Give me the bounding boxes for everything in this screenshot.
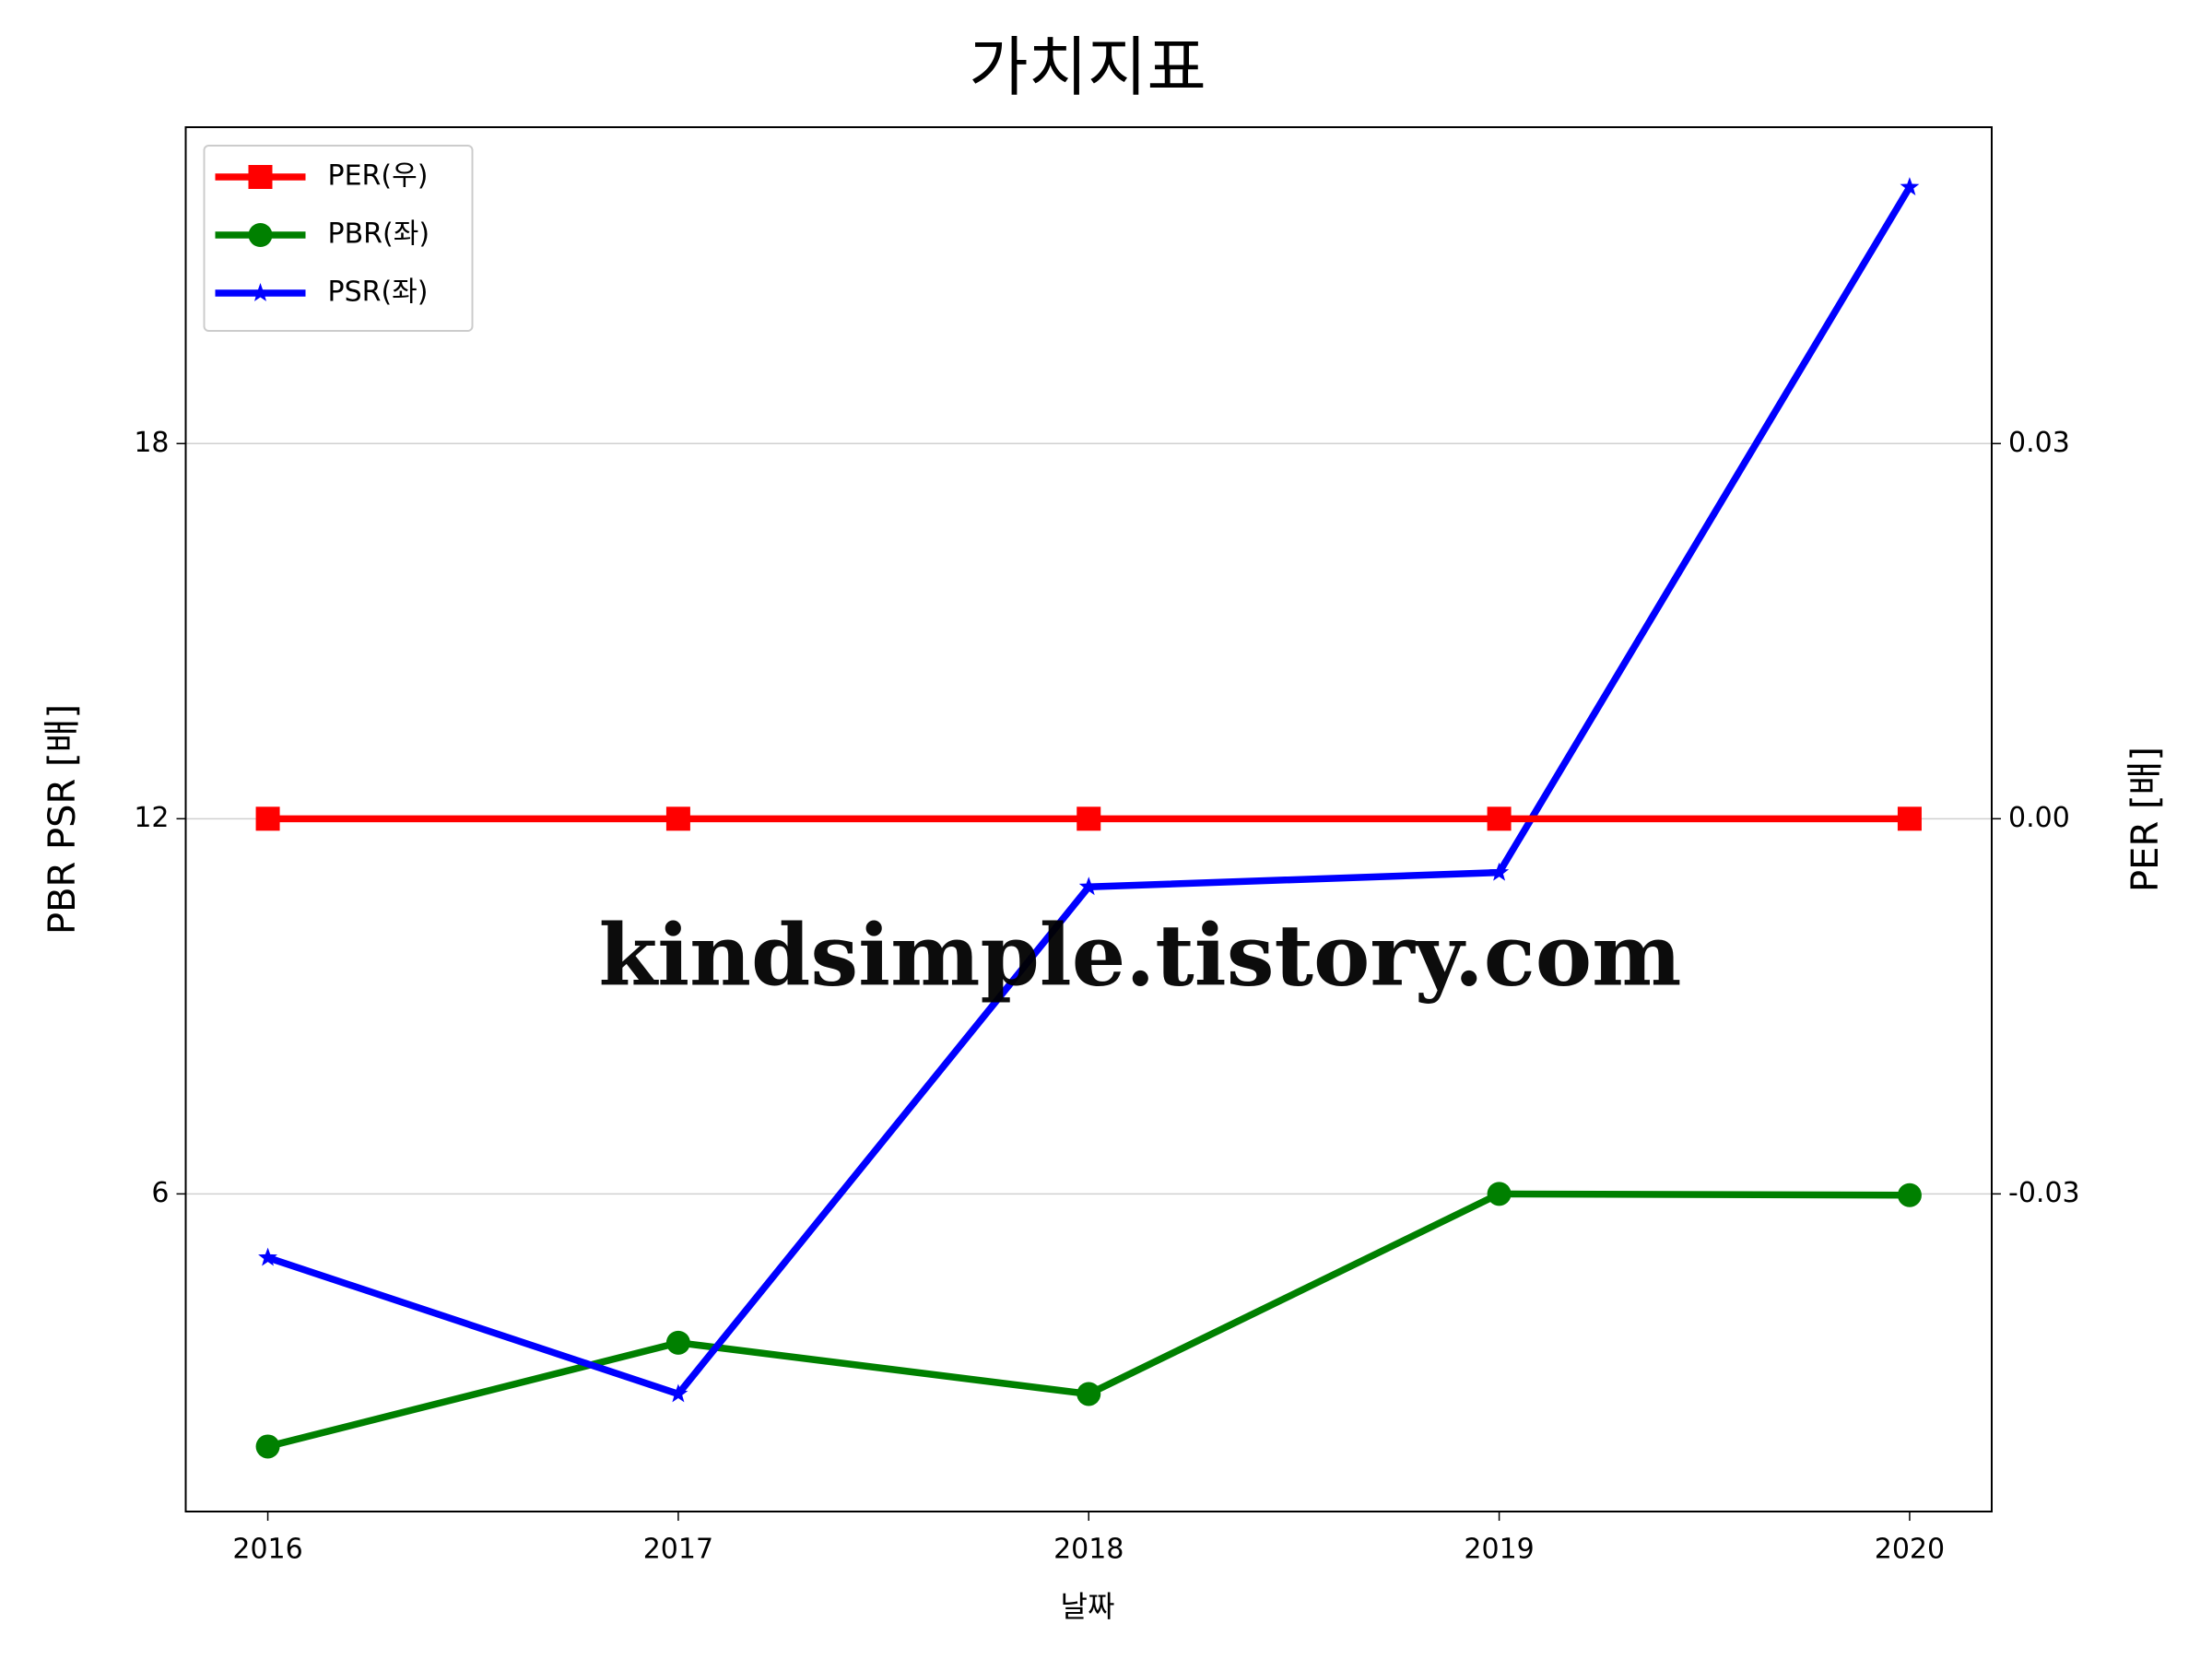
marker	[248, 165, 273, 189]
x-tick-label: 2018	[1053, 1534, 1124, 1566]
marker	[1077, 1382, 1101, 1406]
marker	[1487, 1182, 1512, 1206]
x-tick-label: 2017	[643, 1534, 713, 1566]
plot-frame	[184, 126, 1993, 1512]
series-0	[255, 806, 1922, 831]
x-tick-label: 2020	[1875, 1534, 1945, 1566]
series-1	[255, 1182, 1922, 1459]
y2-tick-label: 0.00	[2008, 802, 2070, 834]
y-tick-label: 18	[134, 427, 169, 459]
marker	[1078, 877, 1099, 896]
y-axis-label: PBR PSR [배]	[41, 704, 84, 935]
marker	[1487, 806, 1512, 831]
y2-tick-label: 0.03	[2008, 427, 2070, 459]
marker	[1897, 1182, 1922, 1207]
marker	[668, 1383, 688, 1403]
watermark: kindsimple.tistory.com	[598, 906, 1681, 1006]
marker	[665, 806, 690, 831]
marker	[1897, 806, 1922, 831]
marker	[665, 1330, 690, 1355]
marker	[258, 1247, 277, 1266]
legend-label: PBR(좌)	[328, 218, 430, 251]
y-tick-label: 6	[151, 1177, 169, 1209]
x-tick-label: 2016	[232, 1534, 302, 1566]
chart-title: 가치지표	[969, 29, 1206, 105]
marker	[255, 1434, 280, 1459]
marker	[1077, 806, 1101, 831]
marker	[248, 223, 273, 247]
y-tick-label: 12	[134, 802, 169, 834]
series-line	[266, 185, 1913, 1398]
x-tick-label: 2019	[1464, 1534, 1534, 1566]
y2-tick-label: -0.03	[2008, 1177, 2080, 1209]
legend-box	[203, 145, 474, 332]
legend-label: PSR(좌)	[328, 276, 429, 309]
marker	[1489, 862, 1510, 881]
y2-axis-label: PER [배]	[2124, 747, 2167, 892]
marker	[255, 806, 280, 831]
series-line	[266, 1190, 1910, 1451]
marker	[251, 283, 270, 301]
legend-label: PER(우)	[328, 160, 429, 193]
x-axis-label: 날짜	[1061, 1589, 1115, 1624]
marker	[1900, 177, 1920, 195]
series-2	[258, 177, 1920, 1403]
